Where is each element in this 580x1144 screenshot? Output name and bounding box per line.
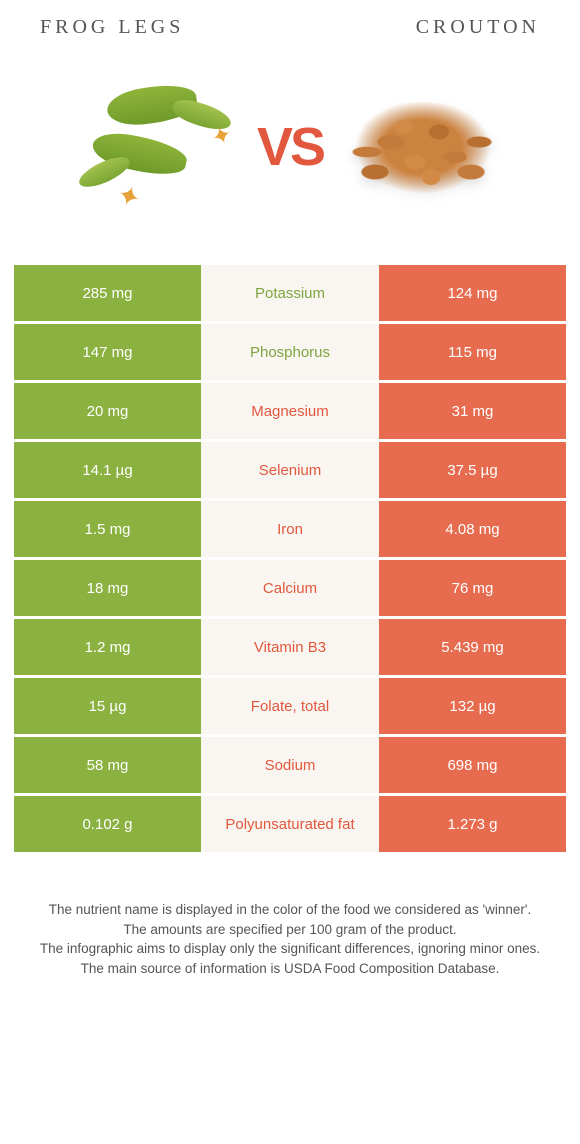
right-value: 132 µg — [379, 678, 566, 734]
nutrient-name: Potassium — [201, 265, 379, 321]
comparison-infographic: Frog legs Crouton ✦✦ VS 285 mgPotassium1… — [0, 0, 580, 978]
nutrient-row: 18 mgCalcium76 mg — [14, 560, 566, 616]
left-value: 14.1 µg — [14, 442, 201, 498]
hero-row: ✦✦ VS — [10, 67, 570, 227]
nutrient-row: 285 mgPotassium124 mg — [14, 265, 566, 321]
nutrient-name: Iron — [201, 501, 379, 557]
left-value: 20 mg — [14, 383, 201, 439]
footnote-block: The nutrient name is displayed in the co… — [10, 900, 570, 978]
left-value: 147 mg — [14, 324, 201, 380]
nutrient-row: 0.102 gPolyunsaturated fat1.273 g — [14, 796, 566, 852]
nutrient-name: Vitamin B3 — [201, 619, 379, 675]
right-value: 698 mg — [379, 737, 566, 793]
nutrient-row: 15 µgFolate, total132 µg — [14, 678, 566, 734]
nutrient-row: 1.2 mgVitamin B35.439 mg — [14, 619, 566, 675]
left-value: 1.5 mg — [14, 501, 201, 557]
nutrient-row: 20 mgMagnesium31 mg — [14, 383, 566, 439]
right-value: 124 mg — [379, 265, 566, 321]
footnote-line: The infographic aims to display only the… — [30, 939, 550, 959]
nutrient-row: 147 mgPhosphorus115 mg — [14, 324, 566, 380]
nutrient-name: Sodium — [201, 737, 379, 793]
nutrient-row: 14.1 µgSelenium37.5 µg — [14, 442, 566, 498]
nutrient-name: Calcium — [201, 560, 379, 616]
right-value: 76 mg — [379, 560, 566, 616]
right-value: 31 mg — [379, 383, 566, 439]
footnote-line: The amounts are specified per 100 gram o… — [30, 920, 550, 940]
left-food-image: ✦✦ — [67, 67, 247, 227]
right-value: 115 mg — [379, 324, 566, 380]
right-food-title: Crouton — [416, 16, 540, 39]
left-value: 18 mg — [14, 560, 201, 616]
left-value: 58 mg — [14, 737, 201, 793]
vs-label: VS — [257, 116, 323, 178]
left-value: 0.102 g — [14, 796, 201, 852]
nutrient-row: 58 mgSodium698 mg — [14, 737, 566, 793]
left-food-title: Frog legs — [40, 16, 184, 39]
nutrient-name: Folate, total — [201, 678, 379, 734]
titles-row: Frog legs Crouton — [10, 16, 570, 39]
left-value: 15 µg — [14, 678, 201, 734]
right-food-image — [333, 67, 513, 227]
nutrient-name: Selenium — [201, 442, 379, 498]
nutrient-comparison-table: 285 mgPotassium124 mg147 mgPhosphorus115… — [10, 265, 570, 852]
nutrient-row: 1.5 mgIron4.08 mg — [14, 501, 566, 557]
left-value: 285 mg — [14, 265, 201, 321]
footnote-line: The nutrient name is displayed in the co… — [30, 900, 550, 920]
right-value: 4.08 mg — [379, 501, 566, 557]
left-value: 1.2 mg — [14, 619, 201, 675]
nutrient-name: Phosphorus — [201, 324, 379, 380]
right-value: 5.439 mg — [379, 619, 566, 675]
right-value: 37.5 µg — [379, 442, 566, 498]
nutrient-name: Magnesium — [201, 383, 379, 439]
right-value: 1.273 g — [379, 796, 566, 852]
nutrient-name: Polyunsaturated fat — [201, 796, 379, 852]
footnote-line: The main source of information is USDA F… — [30, 959, 550, 979]
